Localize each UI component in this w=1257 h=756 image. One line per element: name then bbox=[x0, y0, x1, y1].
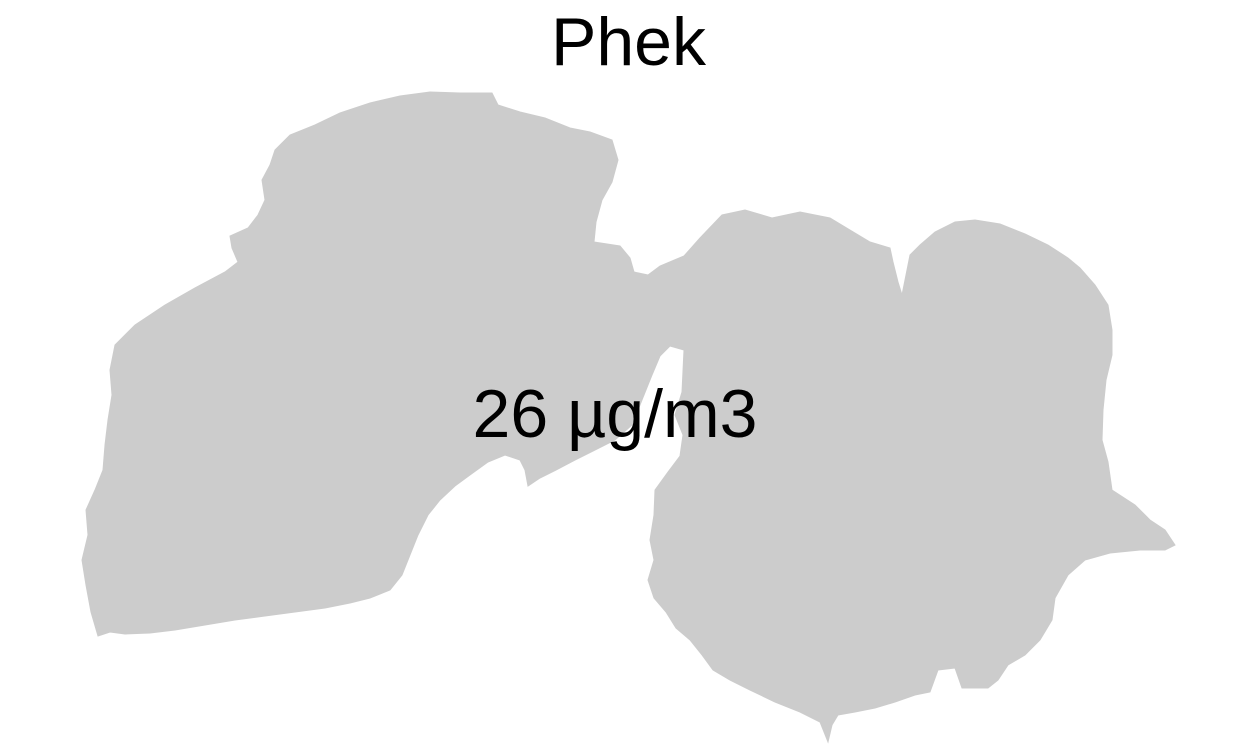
map-title: Phek bbox=[551, 4, 706, 80]
district-boundary-west bbox=[81, 91, 1176, 744]
pollution-value-label: 26 µg/m3 bbox=[472, 376, 758, 452]
